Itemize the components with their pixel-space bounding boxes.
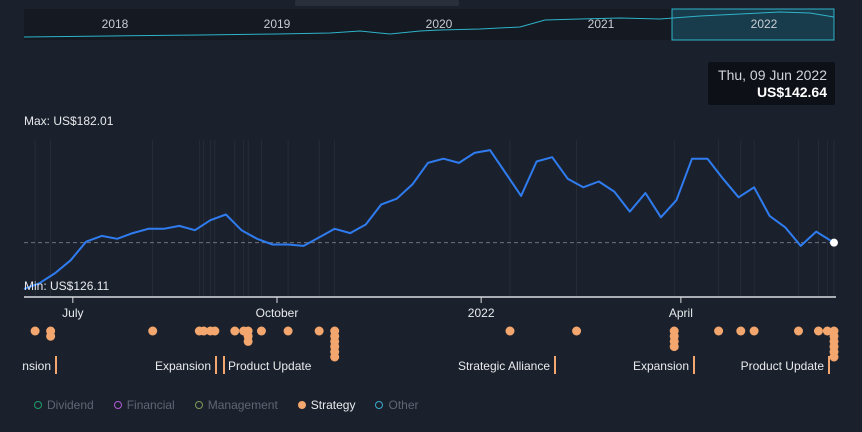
x-axis: July October 2022 April <box>24 296 836 320</box>
navigator-year-label[interactable]: 2018 <box>102 17 129 31</box>
event-marker-strategy[interactable] <box>669 342 679 352</box>
event-annotation-bar <box>554 356 556 374</box>
x-tick-label: 2022 <box>468 306 495 320</box>
event-marker-strategy[interactable] <box>505 326 515 336</box>
navigator-year-label[interactable]: 2022 <box>751 17 778 31</box>
event-annotation-bar <box>215 356 217 374</box>
legend-item-dividend[interactable]: Dividend <box>34 398 94 412</box>
price-tooltip: Thu, 09 Jun 2022 US$142.64 <box>708 62 835 105</box>
event-annotation-label[interactable]: Product Update <box>228 359 312 373</box>
legend-label: Dividend <box>47 398 94 412</box>
event-annotation-bar <box>223 356 225 374</box>
event-annotation-label[interactable]: Product Update <box>741 359 825 373</box>
event-marker-strategy[interactable] <box>243 336 253 346</box>
event-marker-strategy[interactable] <box>736 326 746 336</box>
legend-item-management[interactable]: Management <box>194 398 278 412</box>
event-annotation-bar <box>693 356 695 374</box>
event-marker-strategy[interactable] <box>46 331 56 341</box>
event-legend: Dividend Financial Management Strategy Other <box>34 398 419 412</box>
event-marker-strategy[interactable] <box>813 326 823 336</box>
navigator-scrollbar[interactable] <box>295 0 459 6</box>
legend-dot-icon <box>375 401 384 409</box>
event-marker-strategy[interactable] <box>330 352 340 362</box>
range-navigator[interactable]: 2018 2019 2020 2021 2022 <box>23 0 836 41</box>
event-annotation-label[interactable]: Expansion <box>155 359 211 373</box>
event-marker-strategy[interactable] <box>148 326 158 336</box>
event-markers[interactable]: Expansion Expansion Product Update Strategi… <box>0 326 839 379</box>
tooltip-price: US$142.64 <box>756 84 827 100</box>
legend-dot-icon <box>34 401 42 409</box>
event-marker-strategy[interactable] <box>572 326 582 336</box>
event-marker-strategy[interactable] <box>714 326 724 336</box>
event-marker-strategy[interactable] <box>314 326 324 336</box>
tooltip-date: Thu, 09 Jun 2022 <box>718 67 827 83</box>
navigator-year-label[interactable]: 2021 <box>588 17 615 31</box>
navigator-year-label[interactable]: 2020 <box>426 17 453 31</box>
event-marker-strategy[interactable] <box>829 352 839 362</box>
min-price-label: Min: US$126.11 <box>24 279 109 293</box>
navigator-selection[interactable] <box>671 8 835 41</box>
legend-item-strategy[interactable]: Strategy <box>297 398 356 412</box>
event-marker-strategy[interactable] <box>749 326 759 336</box>
legend-dot-icon <box>194 401 203 409</box>
plot-area: Max: US$182.01 Min: US$126.11 <box>23 114 838 296</box>
max-price-label: Max: US$182.01 <box>24 114 114 128</box>
event-annotation-label[interactable]: Strategic Alliance <box>458 359 550 373</box>
event-annotation-label[interactable]: Expansion <box>633 359 689 373</box>
legend-label: Financial <box>126 398 175 412</box>
event-marker-strategy[interactable] <box>283 326 293 336</box>
x-tick-label: April <box>669 306 693 320</box>
event-marker-strategy[interactable] <box>199 326 209 336</box>
legend-label: Management <box>207 398 278 412</box>
event-marker-strategy[interactable] <box>210 326 220 336</box>
navigator-year-label[interactable]: 2019 <box>264 17 291 31</box>
x-tick-label: October <box>256 306 299 320</box>
current-price-marker[interactable] <box>830 238 838 247</box>
navigator-sparkline <box>23 11 835 38</box>
x-tick-label: July <box>62 306 83 320</box>
event-annotation-bar <box>55 356 57 374</box>
legend-dot-icon <box>113 401 122 409</box>
legend-item-financial[interactable]: Financial <box>113 398 175 412</box>
price-line[interactable] <box>23 149 835 290</box>
event-marker-strategy[interactable] <box>256 326 266 336</box>
left-edge-mask <box>0 352 22 378</box>
event-marker-strategy[interactable] <box>30 326 40 336</box>
legend-label: Other <box>388 398 419 412</box>
event-annotation-bar <box>828 356 830 374</box>
legend-dot-icon <box>297 401 306 409</box>
event-marker-strategy[interactable] <box>793 326 803 336</box>
legend-item-other[interactable]: Other <box>375 398 419 412</box>
event-marker-strategy[interactable] <box>230 326 240 336</box>
event-marker-strategy[interactable] <box>822 326 832 336</box>
legend-label: Strategy <box>310 398 356 412</box>
